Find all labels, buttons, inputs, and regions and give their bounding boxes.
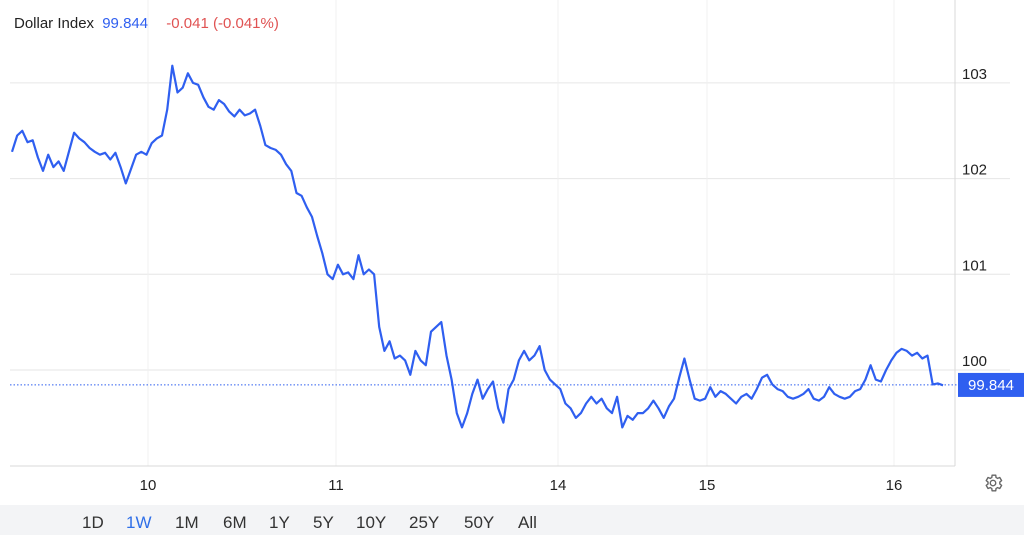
y-tick-label: 100	[962, 353, 987, 370]
x-tick-label: 14	[550, 477, 567, 494]
range-button-10y[interactable]: 10Y	[356, 513, 387, 532]
x-tick-label: 11	[328, 477, 344, 494]
instrument-title: Dollar Index	[14, 15, 95, 32]
range-button-1w[interactable]: 1W	[126, 513, 152, 532]
range-button-6m[interactable]: 6M	[223, 513, 247, 532]
range-selector: 1D 1W 1M 6M 1Y 5Y 10Y 25Y 50Y All	[0, 505, 1024, 535]
line-chart[interactable]: 100 101 102 103 10 11 14 15 16 99.844	[0, 0, 1024, 505]
range-button-25y[interactable]: 25Y	[409, 513, 440, 532]
y-tick-label: 101	[962, 257, 987, 274]
y-tick-label: 103	[962, 66, 987, 83]
range-button-1m[interactable]: 1M	[175, 513, 199, 532]
quote-header: Dollar Index 99.844 -0.041 (-0.041%)	[14, 15, 279, 33]
price-change: -0.041 (-0.041%)	[166, 15, 279, 32]
range-button-5y[interactable]: 5Y	[313, 513, 334, 532]
range-button-all[interactable]: All	[518, 513, 537, 532]
last-value-label: 99.844	[968, 377, 1014, 394]
series-line	[10, 64, 944, 429]
last-value-tag	[958, 372, 1024, 397]
range-button-1y[interactable]: 1Y	[269, 513, 290, 532]
gear-icon[interactable]	[982, 472, 1004, 494]
x-tick-label: 15	[699, 477, 716, 494]
y-tick-label: 102	[962, 162, 987, 179]
x-tick-label: 10	[140, 477, 157, 494]
range-button-50y[interactable]: 50Y	[464, 513, 495, 532]
x-tick-label: 16	[886, 477, 903, 494]
current-price: 99.844	[102, 15, 149, 32]
range-button-1d[interactable]: 1D	[82, 513, 104, 532]
